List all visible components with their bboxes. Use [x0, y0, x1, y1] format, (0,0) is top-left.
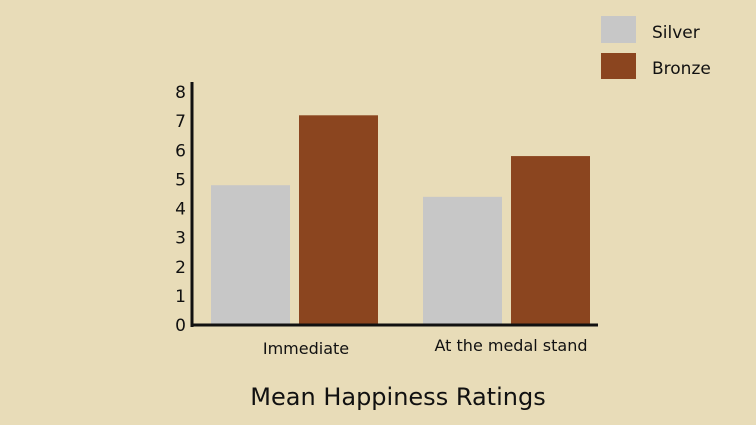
y-tick-2: 2: [175, 258, 186, 278]
legend-swatch-silver: [601, 16, 636, 43]
y-tick-6: 6: [175, 141, 186, 161]
silver-bar-2: [423, 196, 502, 325]
category-label-1: Immediate: [263, 339, 349, 358]
y-tick-8: 8: [175, 83, 186, 103]
y-tick-3: 3: [175, 229, 186, 249]
bronze-bar-1: [299, 115, 378, 325]
category-label-2: At the medal stand: [435, 336, 588, 355]
chart-title: Mean Happiness Ratings: [250, 383, 546, 411]
legend-swatch-bronze: [601, 53, 636, 79]
legend-label-silver: Silver: [652, 23, 700, 43]
y-tick-1: 1: [175, 287, 186, 307]
y-tick-0: 0: [175, 316, 186, 336]
silver-bar-1: [211, 185, 290, 325]
y-tick-7: 7: [175, 112, 186, 132]
bronze-bar-2: [511, 156, 590, 325]
y-tick-5: 5: [175, 170, 186, 190]
y-tick-4: 4: [175, 200, 186, 220]
legend-label-bronze: Bronze: [652, 59, 711, 79]
